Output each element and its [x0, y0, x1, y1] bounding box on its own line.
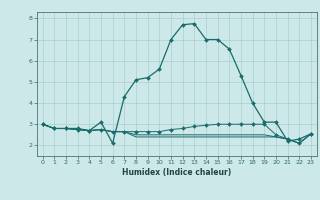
X-axis label: Humidex (Indice chaleur): Humidex (Indice chaleur): [122, 168, 231, 177]
